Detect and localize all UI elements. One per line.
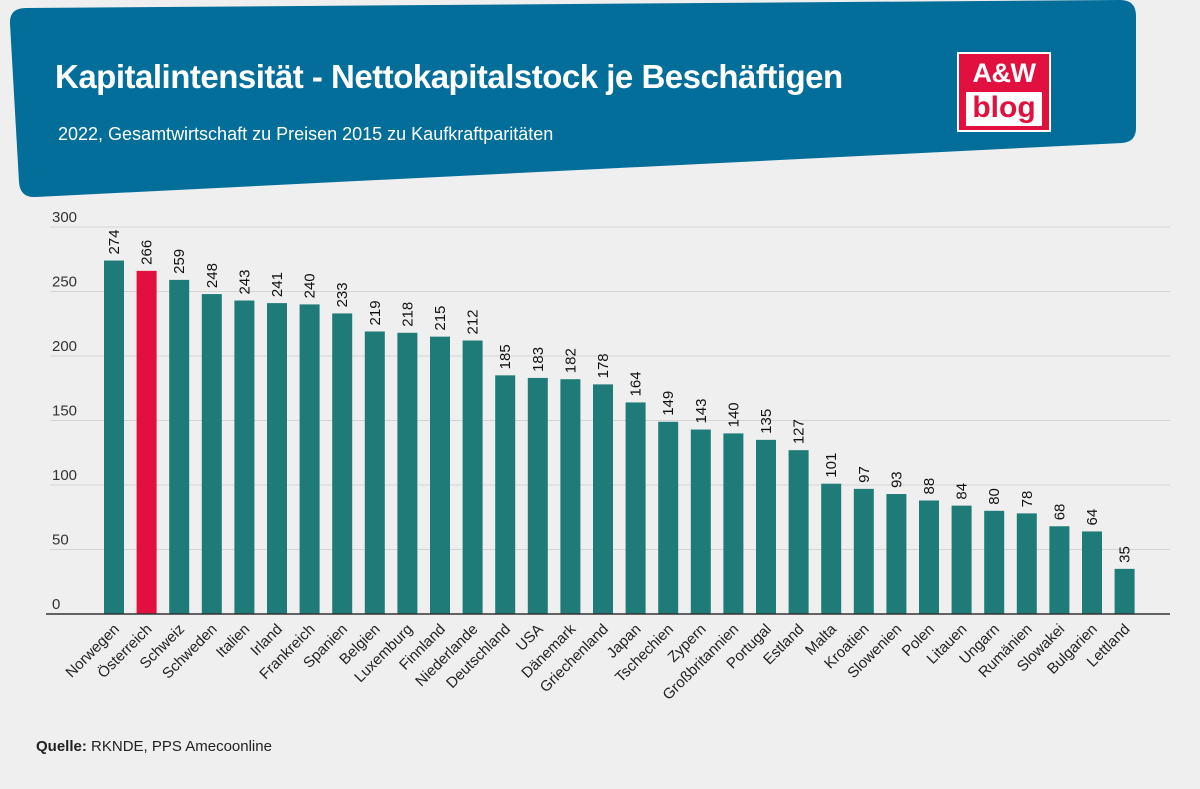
bar bbox=[756, 439, 776, 614]
bar bbox=[984, 510, 1005, 614]
bar-value-label: 68 bbox=[1051, 504, 1068, 521]
bar-value-label: 84 bbox=[954, 483, 971, 500]
bar-value-label: 219 bbox=[367, 300, 384, 325]
bar bbox=[104, 260, 124, 614]
bar-value-label: 218 bbox=[399, 302, 416, 327]
bar-value-label: 248 bbox=[204, 263, 221, 288]
bar-value-label: 88 bbox=[921, 478, 938, 495]
bar bbox=[625, 402, 646, 614]
bar bbox=[723, 433, 744, 614]
bar-value-label: 140 bbox=[725, 402, 742, 427]
bar bbox=[951, 505, 972, 614]
bar-value-label: 274 bbox=[106, 230, 123, 255]
bar-value-label: 135 bbox=[758, 409, 775, 434]
bar-value-label: 78 bbox=[1019, 491, 1036, 508]
bar bbox=[299, 304, 320, 614]
bar bbox=[495, 375, 516, 614]
bar-value-label: 266 bbox=[139, 240, 156, 265]
y-tick-label: 250 bbox=[52, 274, 77, 291]
bar bbox=[821, 483, 842, 614]
x-category-label: Italien bbox=[213, 621, 253, 661]
bar bbox=[1114, 568, 1135, 614]
bar-value-label: 240 bbox=[302, 273, 319, 298]
bar bbox=[1016, 513, 1037, 614]
source-note: Quelle: RKNDE, PPS Amecoonline bbox=[36, 738, 272, 755]
bar bbox=[430, 336, 450, 614]
bar-value-label: 215 bbox=[432, 306, 449, 331]
bar bbox=[462, 340, 483, 614]
bar bbox=[267, 303, 287, 614]
bar bbox=[593, 384, 613, 614]
bar bbox=[397, 332, 418, 614]
y-tick-label: 0 bbox=[52, 596, 60, 613]
header-banner: Kapitalintensität - Nettokapitalstock je… bbox=[0, 0, 1200, 200]
y-tick-label: 100 bbox=[52, 467, 77, 484]
source-text: RKNDE, PPS Amecoonline bbox=[91, 738, 272, 755]
bar-value-label: 182 bbox=[562, 348, 579, 373]
bar bbox=[1049, 526, 1070, 614]
bar-value-label: 64 bbox=[1084, 509, 1101, 526]
bar-value-label: 243 bbox=[236, 269, 253, 294]
bar bbox=[690, 429, 711, 614]
bar-value-label: 101 bbox=[823, 453, 840, 478]
y-tick-label: 200 bbox=[52, 338, 77, 355]
bar bbox=[136, 270, 157, 614]
bar-value-label: 93 bbox=[888, 471, 905, 488]
logo-text-blog: blog bbox=[966, 92, 1042, 126]
bar bbox=[919, 500, 939, 614]
bar-value-label: 233 bbox=[334, 282, 351, 307]
logo-text-aw: A&W bbox=[972, 58, 1036, 88]
bar bbox=[527, 377, 548, 614]
bar-value-label: 212 bbox=[465, 309, 482, 334]
bar-value-label: 178 bbox=[595, 353, 612, 378]
bar-value-label: 241 bbox=[269, 272, 286, 297]
bar bbox=[201, 294, 222, 614]
chart-subtitle: 2022, Gesamtwirtschaft zu Preisen 2015 z… bbox=[58, 124, 554, 144]
bar bbox=[560, 379, 581, 614]
bar bbox=[332, 313, 353, 614]
bar-value-label: 259 bbox=[171, 249, 188, 274]
bar-value-label: 185 bbox=[497, 344, 514, 369]
bar bbox=[1082, 531, 1102, 614]
bar-value-label: 183 bbox=[530, 347, 547, 372]
bar bbox=[886, 494, 907, 614]
source-label: Quelle: bbox=[36, 738, 87, 755]
bar-value-label: 97 bbox=[856, 466, 873, 483]
banner-shape bbox=[9, 0, 1136, 198]
bar-value-label: 127 bbox=[791, 419, 808, 444]
bar bbox=[364, 331, 385, 614]
bar-value-label: 164 bbox=[628, 371, 645, 396]
chart-title: Kapitalintensität - Nettokapitalstock je… bbox=[55, 58, 843, 95]
bar-value-label: 143 bbox=[693, 398, 710, 423]
y-tick-label: 50 bbox=[52, 532, 69, 549]
bar-value-label: 80 bbox=[986, 488, 1003, 505]
bar bbox=[658, 421, 679, 614]
bar bbox=[169, 279, 190, 614]
aw-blog-logo[interactable]: A&W blog bbox=[957, 52, 1051, 132]
bar-value-label: 35 bbox=[1117, 546, 1134, 563]
bar-value-label: 149 bbox=[660, 391, 677, 416]
bar bbox=[853, 488, 874, 614]
y-tick-label: 150 bbox=[52, 403, 77, 420]
bar bbox=[234, 300, 255, 614]
bar bbox=[788, 450, 809, 614]
y-tick-label: 300 bbox=[52, 209, 77, 226]
